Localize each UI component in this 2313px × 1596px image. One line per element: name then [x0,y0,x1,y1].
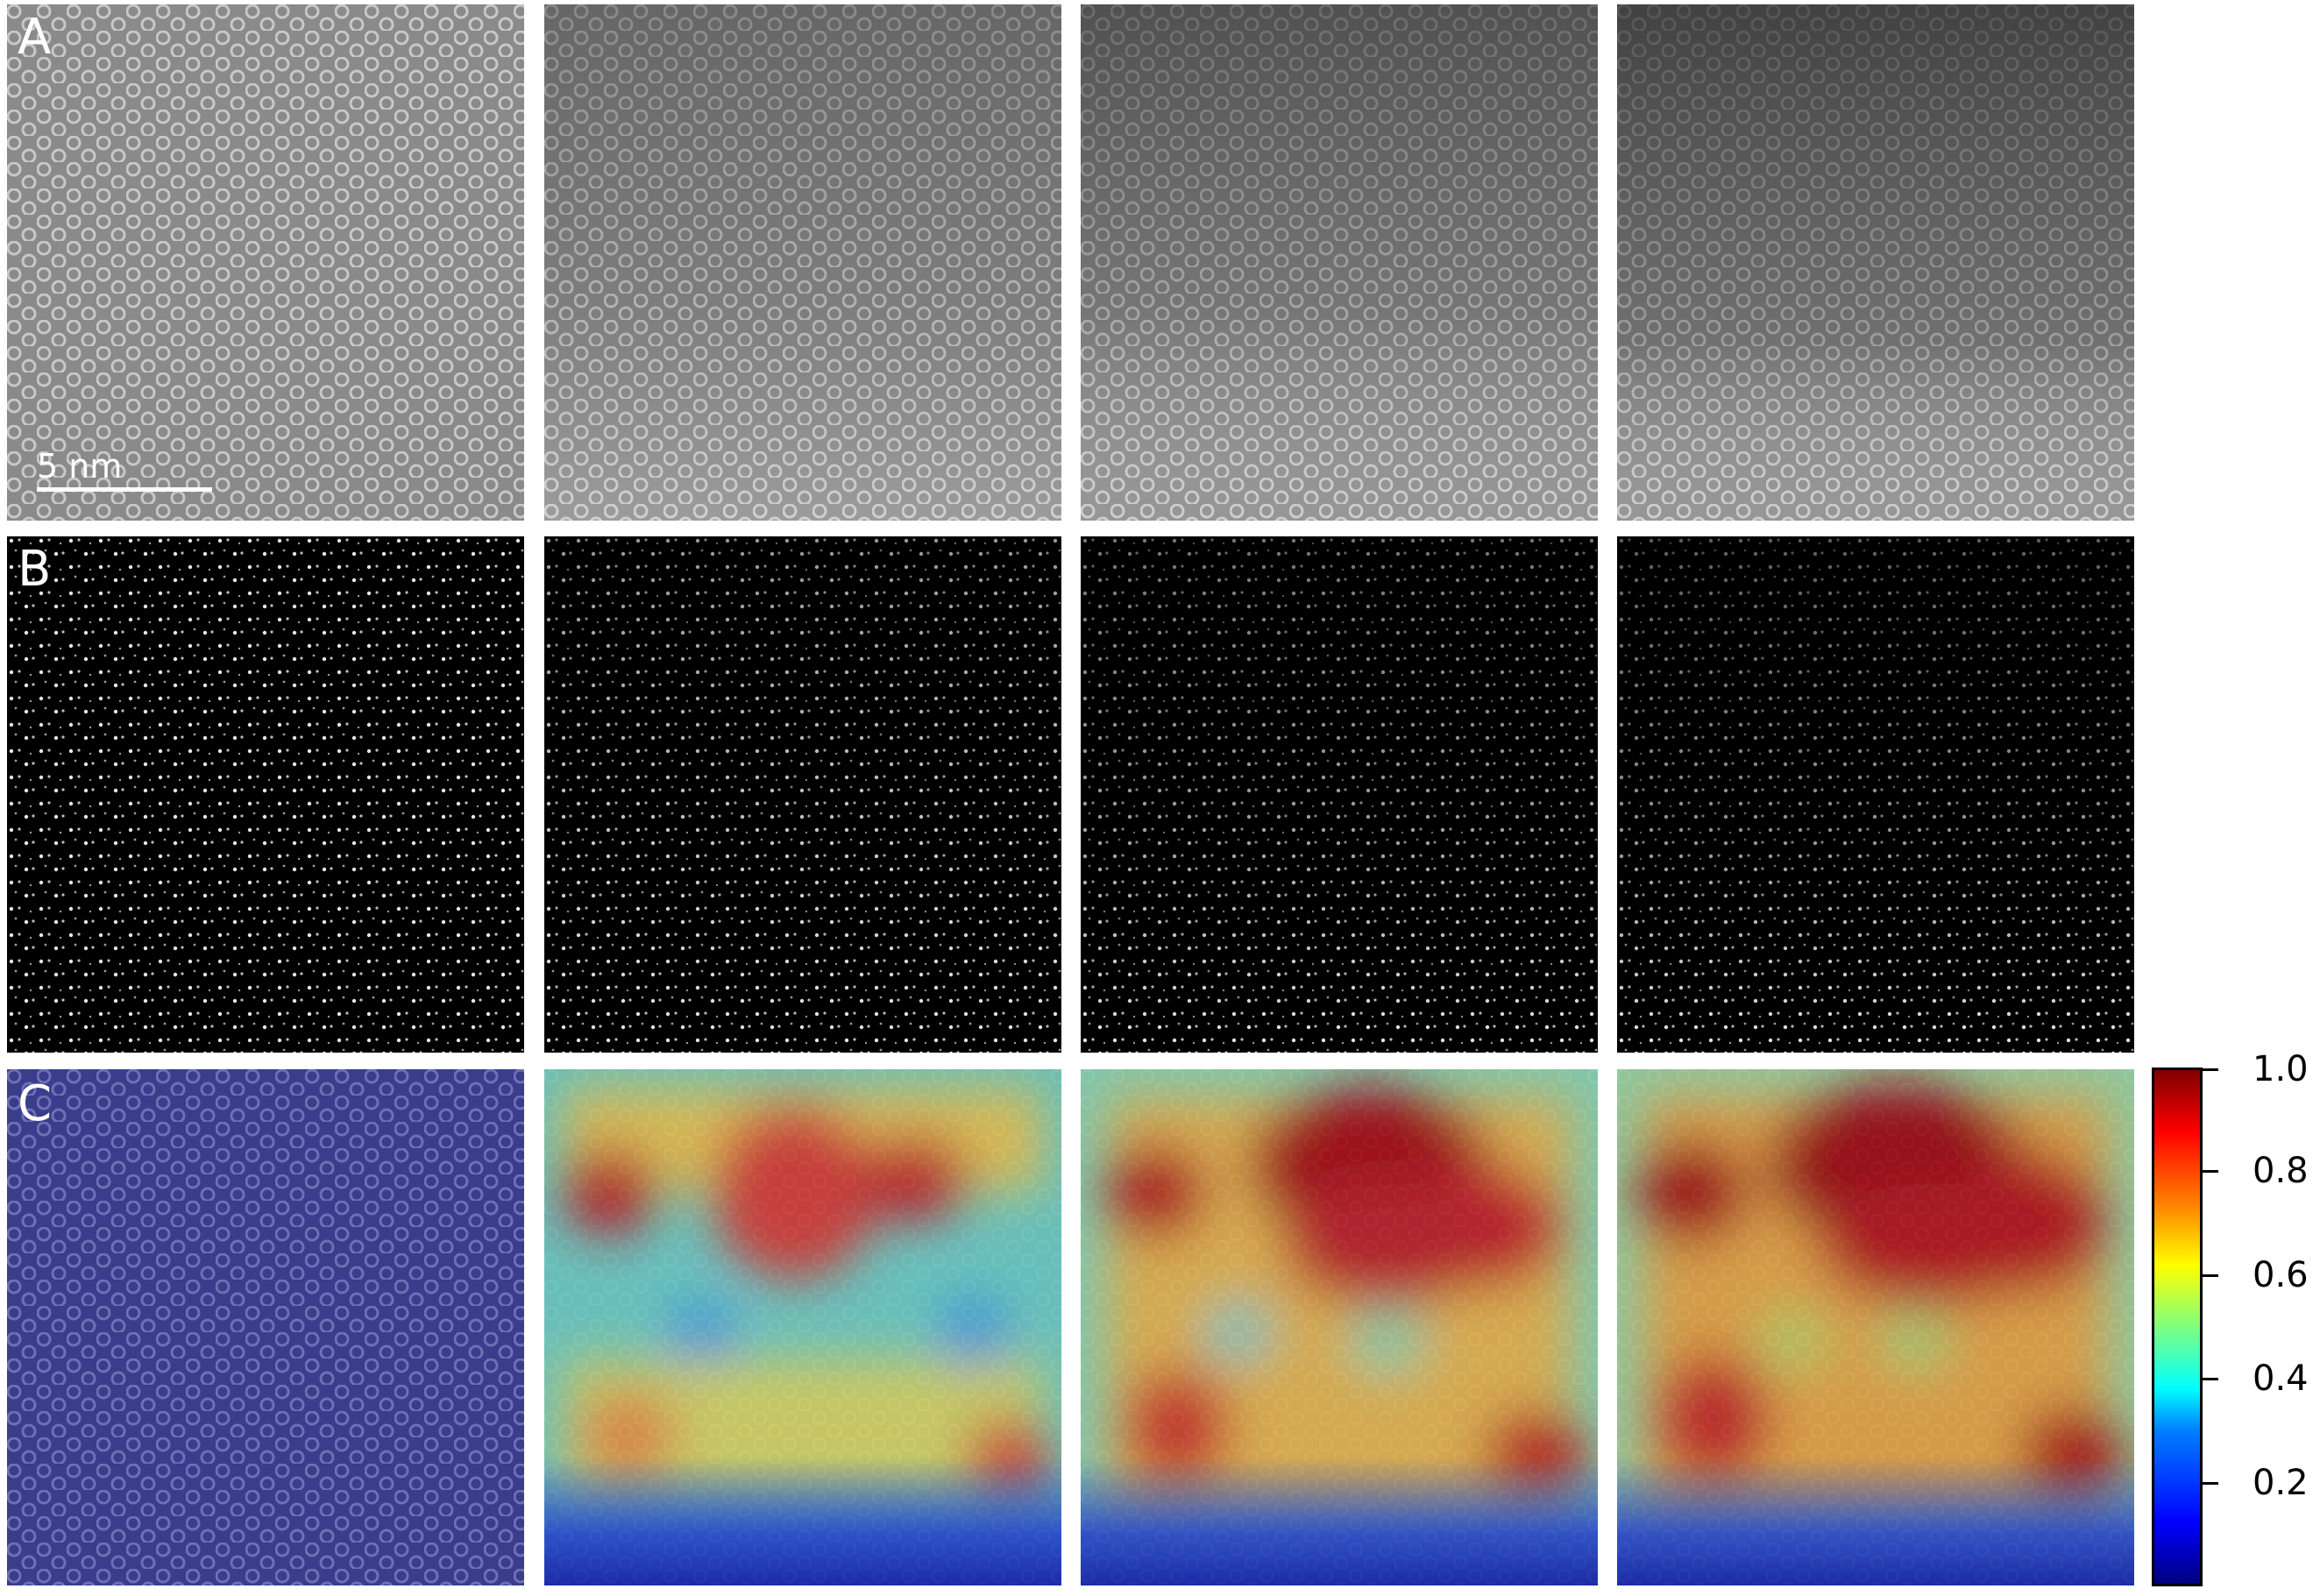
atom-map-b4 [1617,536,2134,1053]
row-label-c: C [18,1075,53,1132]
colorbar-tick-label: 1.0 [2253,1049,2309,1089]
scale-bar-label: 5 nm [37,447,123,486]
atom-map-b1 [7,536,524,1053]
colorbar-tick-label: 0.4 [2253,1358,2309,1400]
heatmap-c3 [1081,1069,1598,1585]
stem-image-a4 [1617,4,2134,521]
scale-bar-line [37,487,212,492]
row-label-a: A [18,9,52,66]
stem-image-a3 [1081,4,1598,521]
stem-image-a2 [544,4,1061,521]
colorbar-tick-label: 0.8 [2253,1151,2309,1192]
heatmap-c4 [1617,1069,2134,1585]
atom-map-b3 [1081,536,1598,1053]
atom-map-b2 [544,536,1061,1053]
stem-image-a1 [7,4,524,521]
heatmap-c2 [544,1069,1061,1585]
row-label-b: B [18,541,52,598]
colorbar-tick [2203,1170,2218,1174]
colorbar-tick [2203,1273,2218,1277]
colorbar-tick-label: 0.6 [2253,1254,2309,1295]
colorbar [2152,1068,2203,1586]
colorbar-tick [2203,1378,2218,1381]
heatmap-c1 [7,1069,524,1585]
colorbar-tick [2203,1481,2218,1485]
colorbar-tick-label: 0.2 [2253,1462,2309,1503]
colorbar-tick [2203,1068,2218,1071]
